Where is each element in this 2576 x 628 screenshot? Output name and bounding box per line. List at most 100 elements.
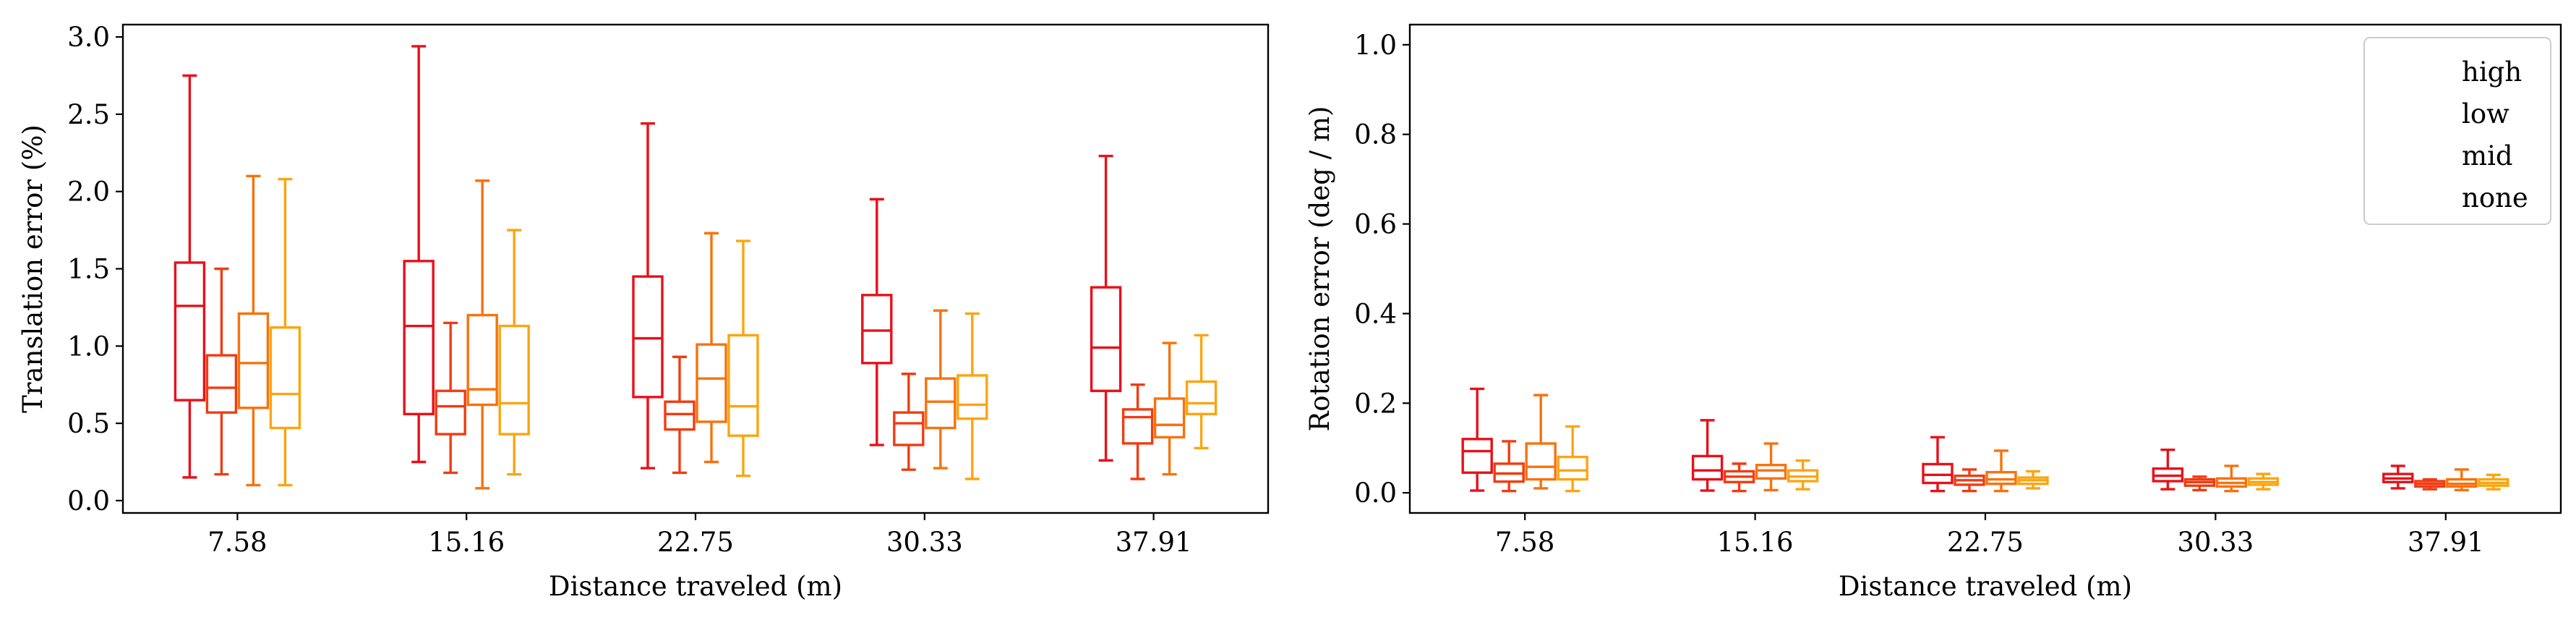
box-body [957, 374, 988, 420]
y-tick-label: 1.0 [67, 331, 110, 362]
box-none-30.33 [957, 312, 988, 480]
box-none-15.16 [1786, 459, 1819, 491]
box-none-15.16 [498, 229, 530, 476]
y-tick-label: 2.0 [67, 177, 110, 208]
box-body [1691, 454, 1724, 481]
box-mid-37.91 [1153, 341, 1186, 476]
legend-entry-low: low [2462, 98, 2509, 130]
y-tick-label: 0.0 [67, 485, 110, 517]
box-body [269, 326, 301, 430]
box-low-37.91 [2414, 478, 2446, 491]
box-body [861, 294, 893, 365]
box-mid-30.33 [925, 309, 957, 470]
box-body [1153, 397, 1186, 439]
y-tick-label: 0.6 [1354, 209, 1397, 240]
y-axis-label: Translation error (%) [17, 124, 48, 413]
box-low-37.91 [1121, 383, 1154, 480]
x-tick-label: 37.91 [2408, 527, 2484, 558]
x-tick-label: 7.58 [207, 527, 267, 558]
x-tick-label: 30.33 [886, 527, 963, 558]
box-low-7.58 [205, 267, 238, 476]
box-body [1755, 464, 1787, 480]
y-tick-label: 0.4 [1354, 298, 1397, 329]
box-high-37.91 [2382, 464, 2414, 490]
box-mid-15.16 [1755, 442, 1787, 492]
x-tick-label: 22.75 [1947, 527, 2024, 558]
box-high-15.16 [403, 45, 435, 464]
y-tick-label: 3.0 [67, 22, 110, 53]
box-body [1557, 455, 1588, 481]
axes-frame [121, 23, 1270, 514]
x-tick-label: 22.75 [657, 527, 734, 558]
legend-entry-none: none [2462, 182, 2528, 213]
legend: high low mid none [2363, 37, 2551, 225]
box-none-7.58 [269, 177, 301, 487]
legend-frame [2363, 37, 2551, 225]
box-low-15.16 [1723, 462, 1755, 493]
box-none-37.91 [1185, 334, 1218, 449]
box-body [466, 313, 498, 407]
box-body [1121, 408, 1154, 445]
y-axis-label: Rotation error (deg / m) [1304, 106, 1335, 432]
box-body [727, 334, 759, 437]
x-tick-label: 37.91 [1116, 527, 1192, 558]
x-axis-label: Distance traveled (m) [1839, 571, 2132, 602]
box-low-22.75 [1954, 468, 1985, 493]
box-body [498, 324, 530, 436]
legend-entry-mid: mid [2462, 140, 2513, 171]
box-body [1922, 462, 1954, 485]
box-high-15.16 [1691, 419, 1724, 492]
box-mid-22.75 [1985, 449, 2017, 493]
box-body [174, 261, 206, 402]
box-body [632, 275, 664, 399]
box-low-15.16 [435, 321, 466, 475]
box-none-30.33 [2247, 472, 2280, 491]
box-high-30.33 [861, 198, 893, 446]
box-none-22.75 [727, 239, 759, 478]
box-body [893, 411, 925, 446]
box-body [925, 377, 957, 430]
box-body [205, 354, 238, 414]
box-high-22.75 [1922, 436, 1954, 493]
box-high-37.91 [1090, 154, 1122, 462]
legend-entry-high: high [2462, 56, 2522, 88]
box-high-30.33 [2152, 448, 2184, 491]
chart-panel-1: 0.0 0.5 1.0 1.5 2.0 2.5 3.0 7.58 15.16 22.75 30.33… [17, 22, 1270, 602]
box-high-7.58 [174, 74, 206, 479]
box-none-37.91 [2478, 473, 2509, 491]
box-mid-7.58 [1525, 394, 1557, 490]
box-body [1185, 380, 1218, 415]
y-tick-label: 0.2 [1354, 388, 1397, 419]
box-body [664, 400, 696, 431]
box-body [1461, 438, 1493, 474]
y-tick-label: 1.5 [67, 254, 110, 285]
box-body [237, 312, 270, 410]
box-body [1985, 470, 2017, 485]
box-none-7.58 [1557, 425, 1588, 493]
box-low-30.33 [2183, 475, 2216, 492]
box-body [403, 260, 435, 415]
box-low-30.33 [893, 373, 925, 471]
chart-panel-2: 0.0 0.2 0.4 0.6 0.8 1.0 7.58 15.16 22.75 30.33 37.… [1304, 23, 2562, 602]
x-axis-label: Distance traveled (m) [549, 571, 842, 602]
box-body [1525, 442, 1557, 481]
box-mid-37.91 [2446, 468, 2478, 492]
y-tick-label: 0.0 [1354, 478, 1397, 509]
box-body [696, 343, 727, 423]
box-high-7.58 [1461, 387, 1493, 492]
y-tick-label: 0.8 [1354, 119, 1397, 150]
box-mid-7.58 [237, 174, 270, 487]
x-tick-label: 15.16 [1717, 527, 1794, 558]
x-tick-label: 7.58 [1495, 527, 1554, 558]
box-body [1090, 286, 1122, 392]
box-mid-15.16 [466, 179, 498, 490]
box-high-22.75 [632, 122, 664, 470]
box-body [435, 389, 466, 436]
y-tick-label: 0.5 [67, 408, 110, 439]
y-tick-label: 1.0 [1354, 30, 1397, 61]
box-none-22.75 [2017, 470, 2049, 490]
box-mid-22.75 [696, 232, 727, 464]
x-tick-label: 15.16 [428, 527, 505, 558]
